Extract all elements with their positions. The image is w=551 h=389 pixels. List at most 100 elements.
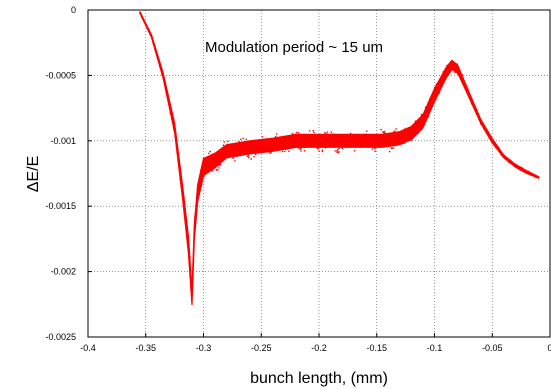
data-point xyxy=(499,150,502,152)
data-point xyxy=(160,68,162,71)
data-point xyxy=(200,184,203,186)
data-point xyxy=(190,282,192,285)
data-point xyxy=(240,144,242,146)
data-point xyxy=(297,140,300,143)
data-point xyxy=(462,79,465,82)
data-point xyxy=(516,165,519,167)
data-point xyxy=(323,134,325,137)
data-point xyxy=(146,27,148,29)
data-point xyxy=(378,142,380,144)
data-point xyxy=(456,72,459,75)
data-point xyxy=(248,152,250,155)
data-point xyxy=(411,137,414,139)
data-point xyxy=(484,125,486,128)
data-point xyxy=(311,134,313,136)
data-point xyxy=(352,143,355,146)
y-tick-label: -0.001 xyxy=(50,136,76,146)
data-point xyxy=(446,64,448,67)
data-point xyxy=(269,142,272,145)
data-point xyxy=(509,159,512,162)
data-point xyxy=(422,115,424,118)
data-point xyxy=(231,152,233,155)
data-point xyxy=(177,152,180,155)
annotation-text: Modulation period ~ 15 um xyxy=(205,39,383,56)
data-point xyxy=(233,148,235,150)
data-point xyxy=(388,138,390,141)
data-point xyxy=(302,136,304,139)
data-point xyxy=(450,61,452,63)
data-point xyxy=(273,138,276,140)
data-point xyxy=(324,131,326,134)
data-point xyxy=(381,135,384,137)
data-point xyxy=(173,127,175,129)
data-point xyxy=(321,141,323,144)
x-tick-label: -0.1 xyxy=(427,343,443,353)
data-point xyxy=(291,133,294,135)
data-point xyxy=(498,149,500,151)
data-point xyxy=(328,139,330,141)
data-point xyxy=(412,125,414,127)
data-point xyxy=(344,142,346,144)
data-point xyxy=(397,131,399,133)
data-point xyxy=(318,139,321,141)
data-point xyxy=(336,151,339,153)
data-point xyxy=(357,135,360,138)
data-point xyxy=(340,138,343,140)
data-point xyxy=(318,145,321,148)
data-point xyxy=(426,117,428,119)
data-point xyxy=(260,145,263,147)
data-point xyxy=(167,94,169,96)
data-point xyxy=(200,175,203,178)
data-point xyxy=(142,18,145,21)
data-point xyxy=(439,80,441,83)
data-point xyxy=(422,117,425,119)
data-point xyxy=(405,130,408,132)
data-point xyxy=(412,131,415,133)
data-point xyxy=(395,139,397,141)
data-point xyxy=(480,119,482,121)
data-point xyxy=(424,106,427,109)
data-point xyxy=(399,132,402,135)
data-point xyxy=(188,263,191,265)
data-point xyxy=(459,73,461,75)
x-axis-label: bunch length, (mm) xyxy=(250,370,388,387)
data-point xyxy=(312,129,315,132)
data-point xyxy=(159,63,162,66)
data-point xyxy=(208,152,210,155)
data-point xyxy=(416,127,419,129)
data-point xyxy=(184,216,187,218)
data-point xyxy=(154,49,157,52)
data-point xyxy=(177,161,180,164)
data-point xyxy=(459,78,462,80)
data-point xyxy=(163,76,165,79)
data-point xyxy=(242,137,244,140)
data-point xyxy=(454,71,456,74)
data-point xyxy=(346,140,348,143)
data-point xyxy=(159,66,161,68)
data-point xyxy=(321,150,324,153)
data-point xyxy=(152,42,155,45)
data-point xyxy=(369,142,371,144)
data-point xyxy=(465,86,468,88)
data-point xyxy=(398,132,401,135)
data-point xyxy=(211,170,213,172)
data-point xyxy=(533,173,535,176)
data-point xyxy=(407,131,410,134)
data-point xyxy=(404,142,406,144)
data-point xyxy=(140,13,142,16)
data-point xyxy=(275,133,278,135)
data-point xyxy=(368,143,371,146)
data-point xyxy=(456,63,459,65)
x-tick-label: 0 xyxy=(547,343,551,353)
data-point xyxy=(372,145,375,148)
data-point xyxy=(478,118,480,120)
data-point xyxy=(449,63,451,66)
data-point xyxy=(433,98,435,100)
data-point xyxy=(390,147,393,149)
data-point xyxy=(198,187,201,189)
data-point xyxy=(237,146,239,148)
data-point xyxy=(428,108,431,110)
data-point xyxy=(465,90,468,92)
data-point xyxy=(427,115,430,118)
data-point xyxy=(337,141,339,144)
